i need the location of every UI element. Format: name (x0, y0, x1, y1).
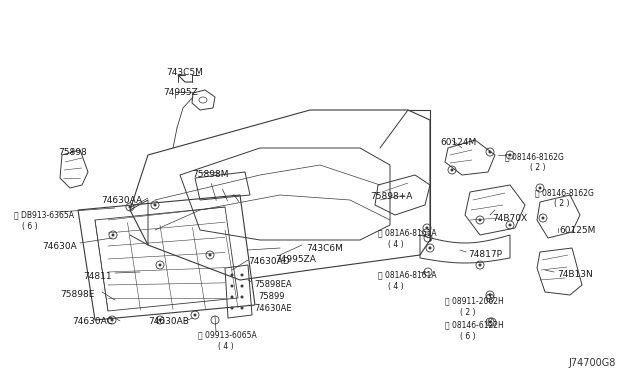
Text: Ⓑ 08146-6122H: Ⓑ 08146-6122H (445, 320, 504, 329)
Circle shape (479, 218, 481, 221)
Circle shape (479, 263, 481, 266)
Circle shape (159, 263, 161, 266)
Circle shape (488, 294, 492, 296)
Circle shape (154, 203, 157, 206)
Circle shape (451, 169, 454, 171)
Text: 74630AC: 74630AC (72, 317, 113, 326)
Text: ( 2 ): ( 2 ) (530, 163, 545, 172)
Text: 75898: 75898 (58, 148, 87, 157)
Text: 74995ZA: 74995ZA (275, 255, 316, 264)
Text: 74630A: 74630A (42, 242, 77, 251)
Circle shape (230, 273, 234, 276)
Text: ( 4 ): ( 4 ) (388, 282, 404, 291)
Circle shape (426, 227, 429, 230)
Text: ( 6 ): ( 6 ) (460, 332, 476, 341)
Circle shape (429, 247, 431, 250)
Text: ⓝ 08911-2062H: ⓝ 08911-2062H (445, 296, 504, 305)
Text: ( 6 ): ( 6 ) (22, 222, 38, 231)
Circle shape (111, 234, 115, 237)
Text: Ⓑ 08146-8162G: Ⓑ 08146-8162G (535, 188, 594, 197)
Text: Ⓑ 08146-8162G: Ⓑ 08146-8162G (505, 152, 564, 161)
Circle shape (509, 154, 511, 157)
Circle shape (241, 273, 243, 276)
Circle shape (159, 318, 161, 321)
Circle shape (538, 186, 541, 189)
Text: 75899: 75899 (258, 292, 285, 301)
Text: 74630AE: 74630AE (254, 304, 292, 313)
Circle shape (241, 307, 243, 310)
Circle shape (241, 295, 243, 298)
Circle shape (111, 318, 113, 321)
Text: 743C6M: 743C6M (306, 244, 343, 253)
Text: 74811: 74811 (83, 272, 111, 281)
Text: Ⓑ 081A6-8161A: Ⓑ 081A6-8161A (378, 270, 436, 279)
Circle shape (230, 285, 234, 288)
Text: 74995Z: 74995Z (163, 88, 198, 97)
Text: 75898E: 75898E (60, 290, 94, 299)
Circle shape (209, 253, 211, 257)
Text: 74B70X: 74B70X (492, 214, 527, 223)
Text: 74B13N: 74B13N (557, 270, 593, 279)
Circle shape (509, 224, 511, 227)
Text: ( 4 ): ( 4 ) (388, 240, 404, 249)
Text: 743C5M: 743C5M (166, 68, 204, 77)
Text: 74817P: 74817P (468, 250, 502, 259)
Text: 60124M: 60124M (440, 138, 476, 147)
Text: 74630AA: 74630AA (101, 196, 142, 205)
Text: 74630AB: 74630AB (148, 317, 189, 326)
Circle shape (488, 321, 492, 324)
Text: ⓝ DB913-6365A: ⓝ DB913-6365A (14, 210, 74, 219)
Text: 75898EA: 75898EA (254, 280, 292, 289)
Text: ( 4 ): ( 4 ) (218, 342, 234, 351)
Text: J74700G8: J74700G8 (568, 358, 616, 368)
Circle shape (230, 307, 234, 310)
Text: 75898+A: 75898+A (370, 192, 412, 201)
Text: ( 2 ): ( 2 ) (554, 199, 570, 208)
Text: ⓝ 09913-6065A: ⓝ 09913-6065A (198, 330, 257, 339)
Text: 75898M: 75898M (192, 170, 228, 179)
Text: 60125M: 60125M (559, 226, 595, 235)
Circle shape (129, 205, 131, 208)
Text: Ⓑ 081A6-8161A: Ⓑ 081A6-8161A (378, 228, 436, 237)
Circle shape (230, 295, 234, 298)
Text: 74630AD: 74630AD (248, 257, 290, 266)
Circle shape (193, 314, 196, 317)
Circle shape (541, 217, 545, 219)
Circle shape (488, 151, 492, 154)
Text: ( 2 ): ( 2 ) (460, 308, 476, 317)
Circle shape (241, 285, 243, 288)
